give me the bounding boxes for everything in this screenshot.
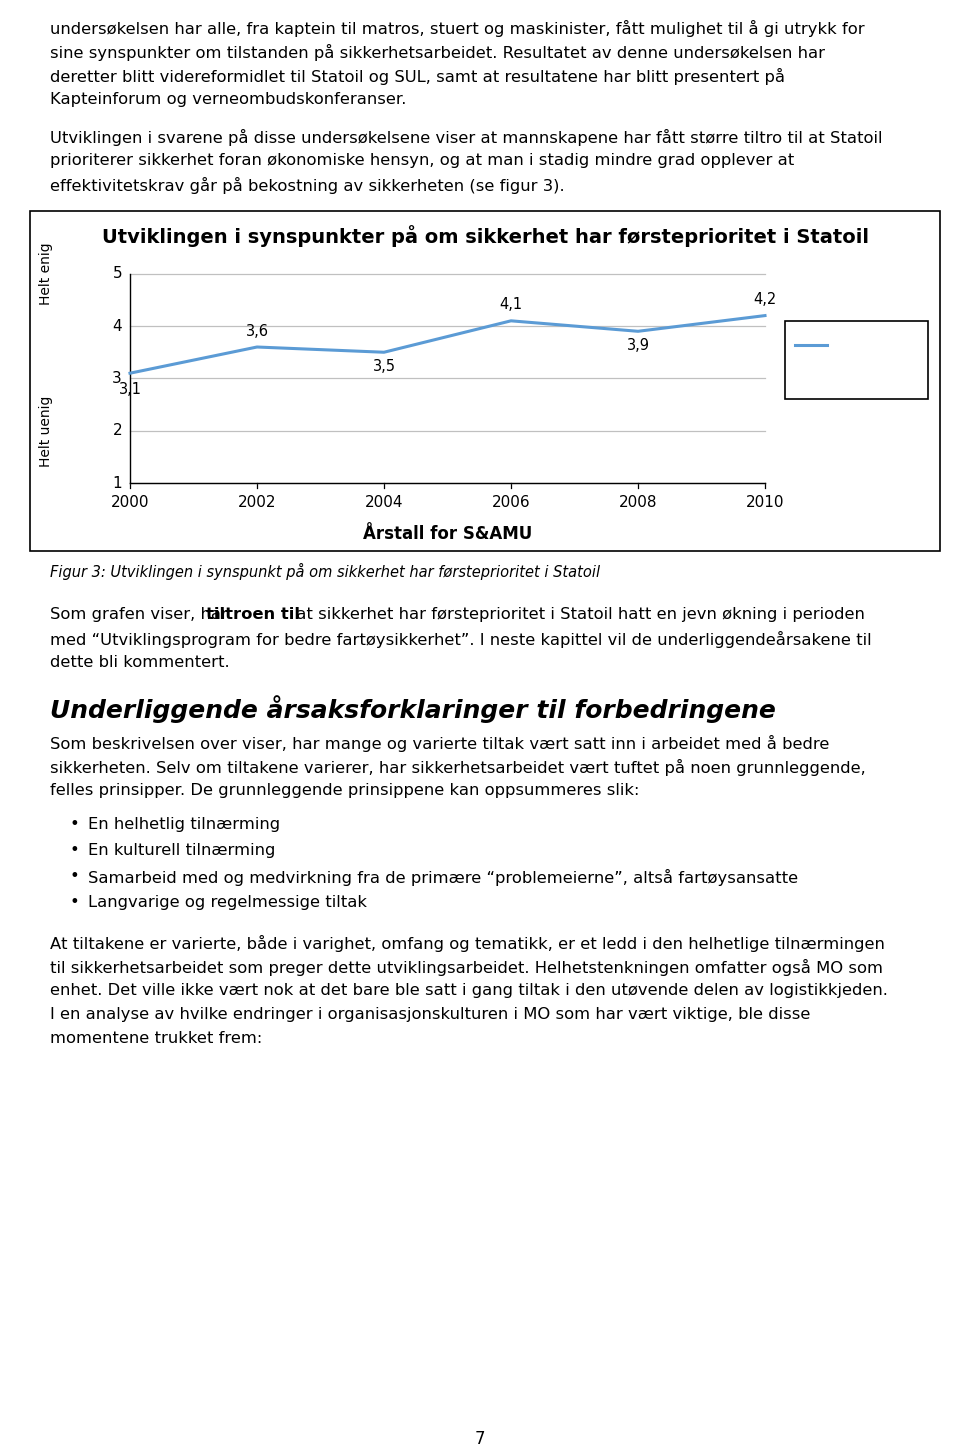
Text: Helt uenig: Helt uenig [39, 395, 53, 467]
Text: 4: 4 [112, 318, 122, 333]
Text: dette bli kommentert.: dette bli kommentert. [50, 656, 229, 670]
Text: effektivitetskrav går på bekostning av sikkerheten (se figur 3).: effektivitetskrav går på bekostning av s… [50, 177, 564, 195]
Text: En kulturell tilnærming: En kulturell tilnærming [88, 843, 276, 858]
Bar [30, 211, 940, 551]
Bar [785, 321, 928, 400]
Text: I en analyse av hvilke endringer i organisasjonskulturen i MO som har vært vikti: I en analyse av hvilke endringer i organ… [50, 1008, 810, 1022]
Text: med “Utviklingsprogram for bedre fartøysikkerhet”. I neste kapittel vil de under: med “Utviklingsprogram for bedre fartøys… [50, 631, 872, 648]
Text: Årstall for S&AMU: Årstall for S&AMU [363, 525, 532, 544]
Text: momentene trukket frem:: momentene trukket frem: [50, 1031, 262, 1047]
Text: at sikkerhet har førsteprioritet i Statoil hatt en jevn økning i perioden: at sikkerhet har førsteprioritet i Stato… [291, 608, 865, 622]
Text: Langvarige og regelmessige tiltak: Langvarige og regelmessige tiltak [88, 896, 367, 910]
Text: 3,5: 3,5 [372, 359, 396, 374]
Text: til sikkerhetsarbeidet som preger dette utviklingsarbeidet. Helhetstenkningen om: til sikkerhetsarbeidet som preger dette … [50, 960, 883, 976]
Text: Utviklingen i svarene på disse undersøkelsene viser at mannskapene har fått stør: Utviklingen i svarene på disse undersøke… [50, 129, 882, 147]
Text: prioriterer sikkerhet foran økonomiske hensyn, og at man i stadig mindre grad op: prioriterer sikkerhet foran økonomiske h… [50, 153, 794, 169]
Text: deretter blitt videreformidlet til Statoil og SUL, samt at resultatene har blitt: deretter blitt videreformidlet til Stato… [50, 68, 785, 84]
Text: 2008: 2008 [619, 496, 658, 510]
Text: 2: 2 [112, 423, 122, 438]
Text: 3,1: 3,1 [118, 382, 141, 397]
Text: 2002: 2002 [238, 496, 276, 510]
Text: 1: 1 [112, 475, 122, 490]
Text: En helhetlig tilnærming: En helhetlig tilnærming [88, 817, 280, 832]
Text: Figur 3: Utviklingen i synspunkt på om sikkerhet har førsteprioritet i Statoil: Figur 3: Utviklingen i synspunkt på om s… [50, 563, 600, 580]
Text: 2010: 2010 [746, 496, 784, 510]
Text: 2000: 2000 [110, 496, 149, 510]
Text: •: • [70, 869, 80, 884]
Text: Samarbeid med og medvirkning fra de primære “problemeierne”, altså fartøysansatt: Samarbeid med og medvirkning fra de prim… [88, 869, 798, 887]
Text: 3: 3 [112, 371, 122, 385]
Text: 5: 5 [112, 266, 122, 281]
Text: 4,2: 4,2 [754, 292, 777, 307]
Text: 4,1: 4,1 [499, 297, 522, 313]
Text: At tiltakene er varierte, både i varighet, omfang og tematikk, er et ledd i den : At tiltakene er varierte, både i varighe… [50, 935, 885, 952]
Text: 7: 7 [475, 1429, 485, 1448]
Text: undersøkelsen har alle, fra kaptein til matros, stuert og maskinister, fått muli: undersøkelsen har alle, fra kaptein til … [50, 20, 865, 36]
Text: Underliggende årsaksforklaringer til forbedringene: Underliggende årsaksforklaringer til for… [50, 695, 776, 723]
Text: Som grafen viser, har: Som grafen viser, har [50, 608, 233, 622]
Text: Helt enig: Helt enig [39, 243, 53, 305]
Text: på skala 1-5: på skala 1-5 [831, 355, 916, 371]
Text: 3,9: 3,9 [627, 337, 650, 353]
Text: sine synspunkter om tilstanden på sikkerhetsarbeidet. Resultatet av denne unders: sine synspunkter om tilstanden på sikker… [50, 44, 825, 61]
Text: Som beskrivelsen over viser, har mange og varierte tiltak vært satt inn i arbeid: Som beskrivelsen over viser, har mange o… [50, 736, 829, 752]
Text: tiltroen til: tiltroen til [205, 608, 300, 622]
Text: •: • [70, 843, 80, 858]
Text: 2004: 2004 [365, 496, 403, 510]
Text: felles prinsipper. De grunnleggende prinsippene kan oppsummeres slik:: felles prinsipper. De grunnleggende prin… [50, 784, 639, 798]
Text: Gjennomsnitt: Gjennomsnitt [831, 336, 924, 350]
Text: 2006: 2006 [492, 496, 530, 510]
Text: Kapteinforum og verneombudskonferanser.: Kapteinforum og verneombudskonferanser. [50, 92, 406, 108]
Text: Utviklingen i synspunkter på om sikkerhet har førsteprioritet i Statoil: Utviklingen i synspunkter på om sikkerhe… [102, 225, 869, 247]
Text: •: • [70, 896, 80, 910]
Text: •: • [70, 817, 80, 832]
Text: enhet. Det ville ikke vært nok at det bare ble satt i gang tiltak i den utøvende: enhet. Det ville ikke vært nok at det ba… [50, 983, 888, 999]
Text: sikkerheten. Selv om tiltakene varierer, har sikkerhetsarbeidet vært tuftet på n: sikkerheten. Selv om tiltakene varierer,… [50, 759, 866, 776]
Text: 3,6: 3,6 [246, 323, 269, 339]
